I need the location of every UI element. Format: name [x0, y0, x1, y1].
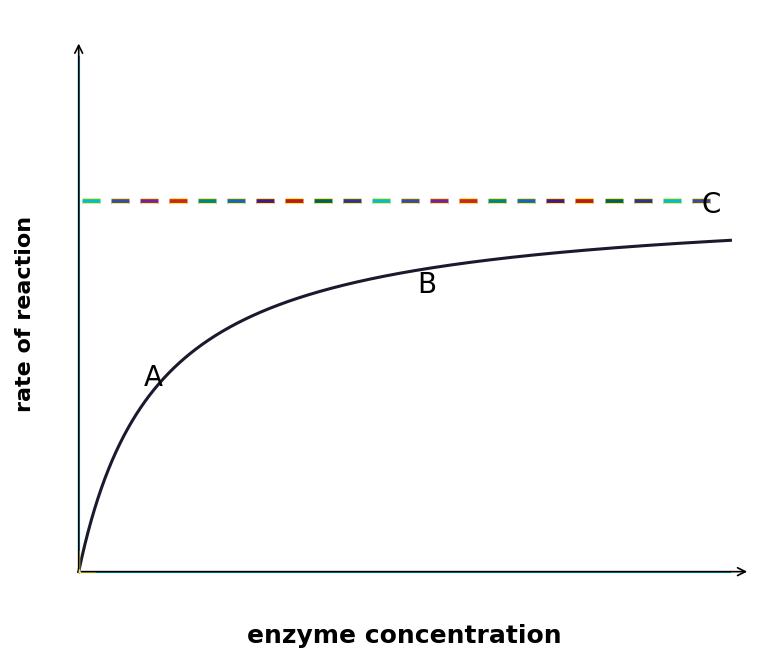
Y-axis label: rate of reaction: rate of reaction [15, 216, 35, 412]
Text: B: B [418, 271, 436, 299]
Text: A: A [144, 364, 163, 392]
Text: C: C [701, 192, 720, 219]
X-axis label: enzyme concentration: enzyme concentration [247, 624, 562, 648]
